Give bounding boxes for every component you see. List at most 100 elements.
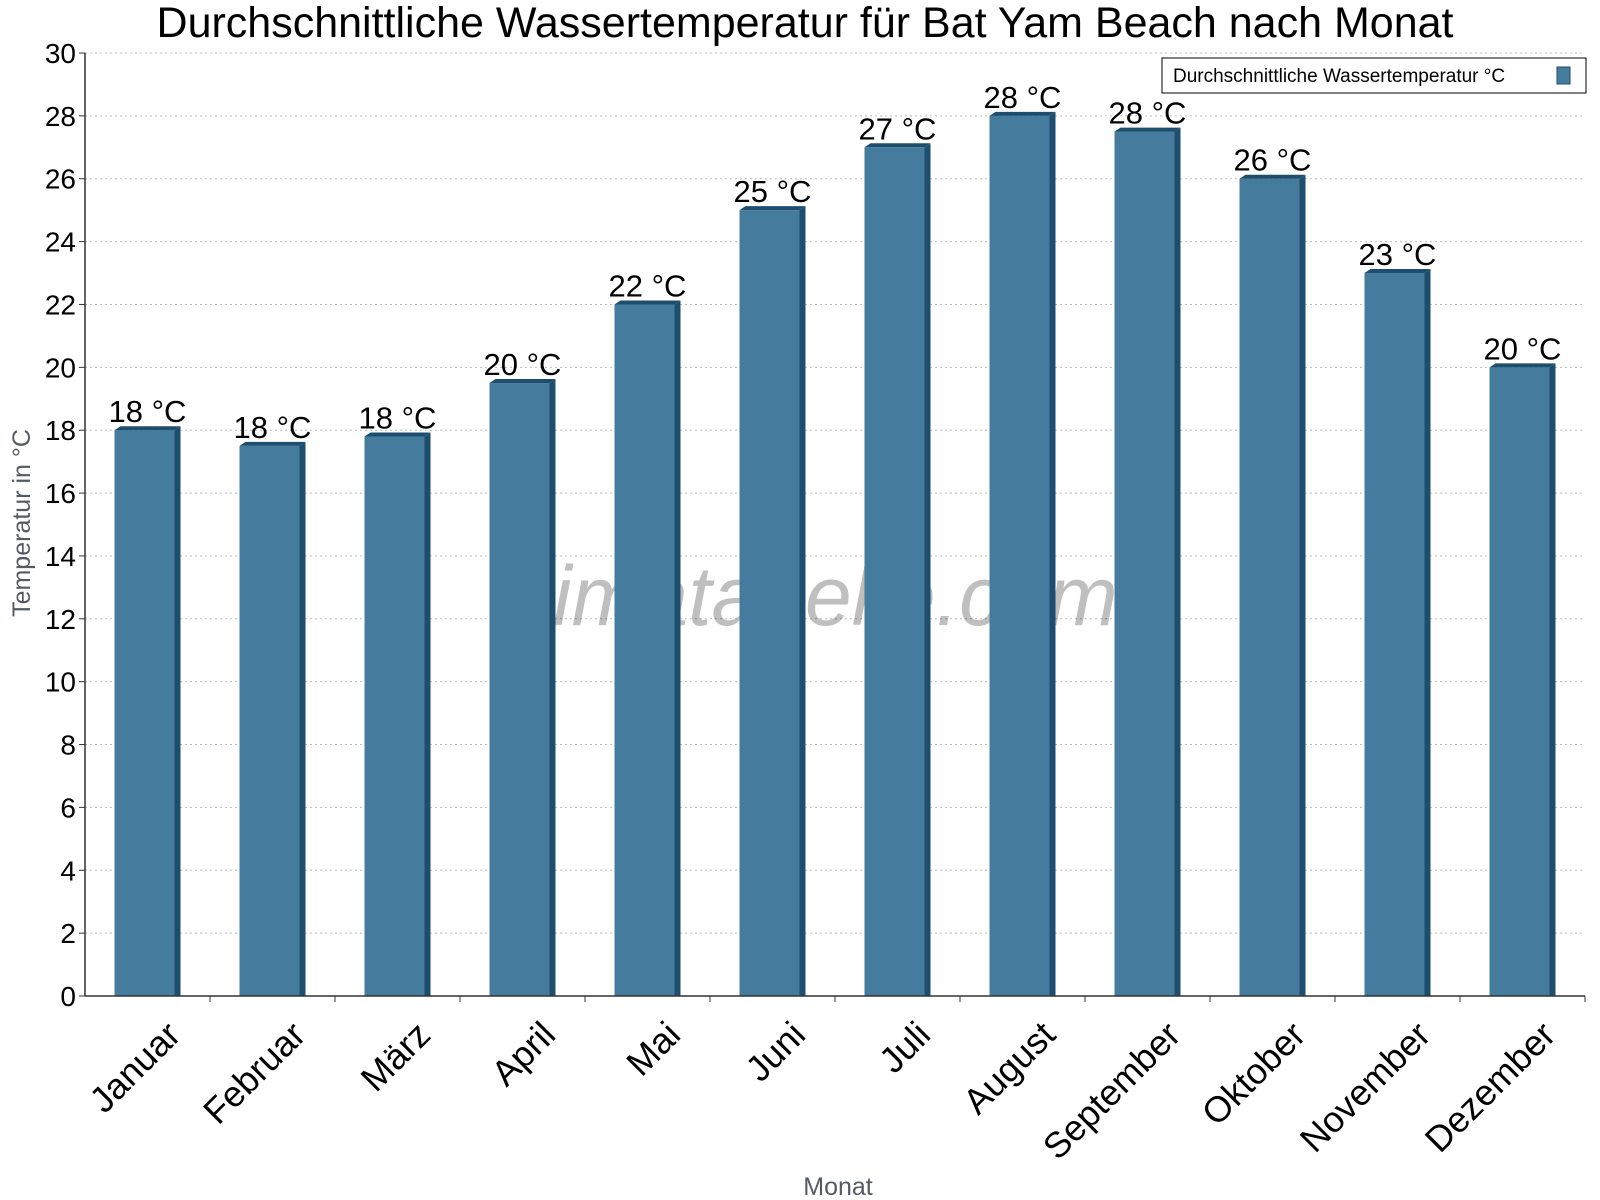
x-tick-label: Dezember [1417,1014,1563,1160]
bar-top [239,441,306,446]
bar-face [1364,273,1425,996]
y-axis-label: Temperatur in °C [8,429,36,617]
bar-face [1114,131,1175,997]
legend-swatch [1556,66,1571,85]
y-tick-label: 16 [45,478,76,509]
y-tick-label: 26 [45,164,76,195]
bar-juli [864,143,931,997]
bar-side [1549,363,1556,996]
legend-series-label: Durchschnittliche Wassertemperatur °C [1173,66,1505,87]
y-tick-label: 18 [45,415,76,446]
bar-top [1489,363,1556,368]
grid-lines [85,52,1585,934]
x-tick-label: Mai [618,1014,688,1084]
data-labels: 18 °C 18 °C 18 °C 20 °C 22 °C 25 °C 27 °C 28 °C… [109,80,1562,445]
chart-title: Durchschnittliche Wassertemperatur für B… [157,0,1454,47]
bar-face [364,436,425,996]
y-tick-label: 6 [60,792,76,823]
bar-face [739,210,800,996]
x-axis-label: Monat [803,1173,873,1200]
bar-top [1364,269,1431,274]
bar-top [114,426,181,431]
data-label: 27 °C [859,111,937,146]
bar-side [924,143,931,997]
bar-face [239,445,300,997]
y-tick-label: 8 [60,730,76,761]
bar-side [549,379,556,996]
axes [79,52,1586,1002]
bars [114,111,1556,997]
data-label: 28 °C [984,80,1062,115]
bar-face [1489,367,1550,996]
bar-oktober [1239,174,1306,996]
bar-märz [364,432,431,996]
x-tick-label: April [483,1014,563,1094]
y-tick-label: 20 [45,352,76,383]
bar-februar [239,441,306,997]
y-tick-label: 28 [45,101,76,132]
data-label: 18 °C [234,410,312,445]
x-tick-labels: Januar Februar März April Mai Juni Juli AugustS… [81,1014,1563,1168]
bar-side [424,432,431,996]
bar-november [1364,269,1431,996]
data-label: 20 °C [1484,331,1562,366]
bar-top [739,206,806,211]
bar-side [799,206,806,996]
bar-face [614,304,675,996]
bar-side [1299,174,1306,996]
y-tick-label: 2 [60,918,76,949]
bar-top [614,300,681,305]
x-tick-label: August [955,1014,1063,1122]
bar-dezember [1489,363,1556,996]
y-tick-label: 10 [45,667,76,698]
bar-face [1239,178,1300,996]
bar-side [1174,127,1181,997]
bar-top [864,143,931,148]
x-tick-label: November [1292,1014,1438,1160]
y-tick-label: 24 [45,227,76,258]
bar-april [489,379,556,996]
bar-januar [114,426,181,996]
bar-side [1049,111,1056,996]
y-tick-label: 4 [60,855,76,886]
data-label: 20 °C [484,347,562,382]
bar-face [489,383,550,996]
bar-face [989,115,1050,996]
data-label: 18 °C [359,400,437,435]
x-tick-label: Juni [737,1014,813,1090]
x-tick-label: Februar [195,1014,313,1132]
y-tick-label: 22 [45,289,76,320]
bar-august [989,111,1056,996]
bar-top [1114,127,1181,132]
x-tick-label: März [353,1014,439,1100]
bar-top [364,432,431,437]
bar-side [1424,269,1431,996]
y-tick-label: 0 [60,981,76,1012]
data-label: 26 °C [1234,143,1312,178]
bar-top [1239,174,1306,179]
bar-face [114,430,175,996]
data-label: 28 °C [1109,96,1187,131]
x-tick-label: Oktober [1194,1014,1314,1134]
data-label: 18 °C [109,394,187,429]
y-tick-label: 30 [45,38,76,69]
y-tick-label: 12 [45,604,76,635]
x-tick-label: September [1035,1014,1189,1168]
data-label: 22 °C [609,268,687,303]
bar-side [299,441,306,997]
x-tick-label: Januar [81,1014,188,1121]
bar-mai [614,300,681,996]
y-tick-label: 14 [45,541,76,572]
data-label: 23 °C [1359,237,1437,272]
x-tick-label: Juli [871,1014,938,1081]
bar-side [174,426,181,996]
legend-box [1161,57,1587,94]
data-label: 25 °C [734,174,812,209]
bar-top [989,111,1056,116]
bar-september [1114,127,1181,997]
legend: Durchschnittliche Wassertemperatur °C [1161,57,1587,94]
bar-juni [739,206,806,996]
bar-top [489,379,556,384]
